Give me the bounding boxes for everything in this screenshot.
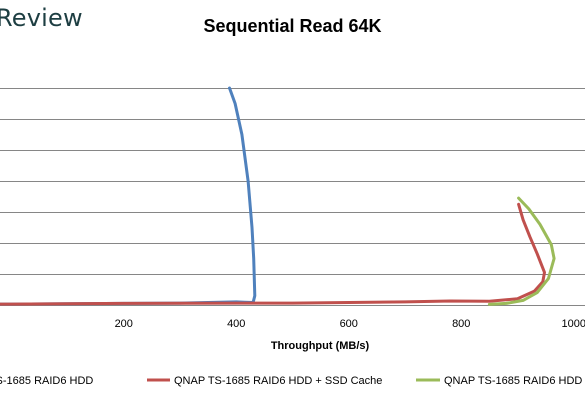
x-tick-labels: 200 400 600 800 1000 (115, 318, 585, 330)
legend-label-0: QNAP TS-1685 RAID6 HDD (0, 375, 93, 387)
x-axis-title: Throughput (MB/s) (271, 340, 370, 352)
legend: QNAP TS-1685 RAID6 HDD QNAP TS-1685 RAID6… (0, 375, 582, 387)
series-lines (0, 86, 556, 306)
gridlines (0, 88, 585, 275)
x-tick-label-2: 600 (340, 318, 358, 330)
x-tick-label-4: 1000 (562, 318, 585, 330)
site-logo-text: Review (0, 4, 83, 32)
series-line-0 (0, 86, 257, 306)
x-tick-label-0: 200 (115, 318, 133, 330)
legend-label-2: QNAP TS-1685 RAID6 HDD (444, 375, 582, 387)
chart-title: Sequential Read 64K (203, 16, 382, 36)
x-tick-label-3: 800 (452, 318, 470, 330)
legend-label-1: QNAP TS-1685 RAID6 HDD + SSD Cache (174, 375, 382, 387)
series-line-2 (487, 196, 556, 306)
series-line-1 (0, 202, 546, 306)
x-tick-label-1: 400 (227, 318, 245, 330)
